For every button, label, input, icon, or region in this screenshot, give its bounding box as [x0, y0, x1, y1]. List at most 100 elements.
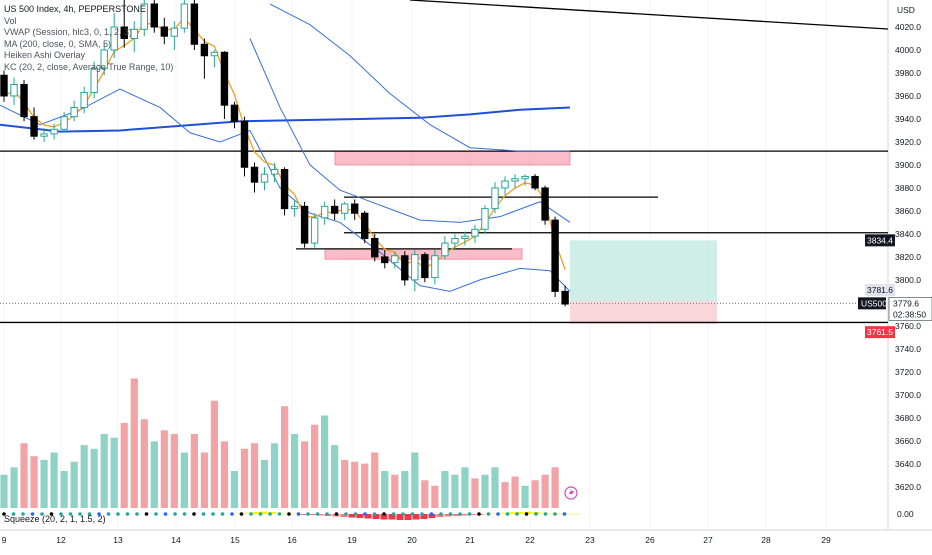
squeeze-dot [515, 512, 519, 516]
volume-bar [441, 471, 449, 508]
candle [0, 70, 8, 102]
candle [280, 167, 289, 216]
candle-body [60, 116, 68, 130]
volume-bar [180, 452, 188, 508]
legend-vol[interactable]: Vol [4, 15, 17, 26]
volume-bar [0, 474, 8, 508]
legend-kc[interactable]: KC (20, 2, close, Average True Range, 10… [4, 61, 174, 72]
candle [260, 167, 269, 191]
date-tick-label: 27 [703, 535, 713, 545]
squeeze-dot [49, 512, 54, 516]
lightning-glyph-icon [569, 488, 574, 498]
squeeze-dot [543, 512, 548, 516]
squeeze-bar [548, 513, 556, 514]
candle-body [491, 187, 499, 210]
volume-bar [481, 474, 489, 508]
squeeze-bar [268, 512, 276, 514]
price-tick-label: 3840.0 [895, 229, 921, 239]
date-tick-label: 28 [761, 535, 771, 545]
squeeze-dot [344, 512, 348, 516]
volume-bar [411, 452, 419, 508]
date-tick-label: 16 [287, 535, 297, 545]
legend-vwap[interactable]: VWAP (Session, hlc3, 0, 1, 2, 3) [4, 27, 133, 37]
ma200-line [0, 106, 571, 133]
candle-body [240, 120, 249, 168]
volume-bar [250, 443, 259, 508]
candle-body [50, 128, 58, 135]
squeeze-dot [144, 512, 149, 516]
squeeze-bar [300, 514, 308, 515]
volume-bar [341, 459, 349, 508]
volume-bar [100, 434, 108, 508]
date-tick-label: 23 [585, 535, 595, 545]
candle [50, 123, 58, 140]
squeeze-bar [356, 514, 364, 518]
volume-bar [361, 463, 369, 508]
volume-bar [280, 406, 289, 508]
candle-body [230, 104, 239, 122]
volume-bar [200, 452, 208, 508]
candle-body [431, 255, 439, 279]
candle-body [541, 187, 549, 221]
squeeze-dot [21, 512, 25, 516]
candle [110, 13, 118, 59]
candle [30, 107, 38, 140]
legend-ma[interactable]: MA (200, close, 0, SMA, 5) [4, 38, 112, 49]
squeeze-bar [556, 513, 564, 515]
candle [300, 201, 309, 248]
candle [551, 216, 559, 298]
squeeze-dot [505, 512, 510, 516]
candle-body [170, 27, 179, 37]
squeeze-dot [467, 512, 472, 516]
candle [10, 77, 18, 106]
last-price-bg [888, 297, 932, 321]
candle [351, 199, 359, 221]
candle [361, 210, 369, 244]
squeeze-dot [353, 512, 358, 516]
candle-body [40, 133, 48, 137]
symbol-legend[interactable]: US 500 Index, 4h, PEPPERSTONE [4, 4, 146, 14]
candle-body [80, 92, 88, 108]
candle [461, 231, 469, 246]
candle [120, 0, 128, 48]
candle-body [421, 254, 429, 279]
candle [170, 21, 179, 50]
candle [411, 250, 419, 292]
squeeze-bar [500, 512, 508, 514]
squeeze-bar [244, 512, 252, 514]
target-zone [570, 240, 717, 302]
volume-bar [80, 445, 88, 508]
bar-countdown-label: 02:38:50 [893, 309, 926, 319]
volume-bar [491, 467, 499, 508]
candle [431, 250, 439, 285]
squeeze-dot [116, 512, 120, 516]
date-tick-label: 20 [407, 535, 417, 545]
legend-heiken[interactable]: Heiken Ashi Overlay [4, 50, 86, 60]
volume-bar [230, 471, 239, 508]
volume-bar [290, 434, 299, 508]
candle [200, 38, 209, 79]
volume-bar [130, 378, 138, 508]
squeeze-dot [125, 512, 130, 516]
date-tick-label: 12 [56, 535, 66, 545]
candle-body [531, 175, 539, 189]
candle [481, 205, 489, 234]
volume-bar [541, 474, 549, 508]
candle [531, 174, 539, 191]
date-tick-label: 14 [171, 535, 181, 545]
squeeze-bar [412, 514, 420, 520]
squeeze-legend[interactable]: Squeeze (20, 2, 1, 1.5, 2) [4, 514, 106, 524]
price-tick-label: 3820.0 [895, 252, 921, 262]
candle [561, 285, 569, 307]
entry-price-tag-bg [865, 284, 895, 297]
squeeze-dot [201, 512, 206, 516]
candle-body [290, 205, 299, 210]
squeeze-dot [239, 512, 244, 516]
date-tick-label: 26 [645, 535, 655, 545]
volume-bar [40, 459, 48, 508]
supply-zone [334, 150, 571, 166]
squeeze-dot [439, 512, 443, 516]
volume-bar [321, 415, 329, 508]
